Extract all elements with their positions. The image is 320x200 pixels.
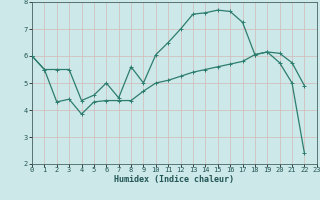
X-axis label: Humidex (Indice chaleur): Humidex (Indice chaleur) xyxy=(115,175,234,184)
